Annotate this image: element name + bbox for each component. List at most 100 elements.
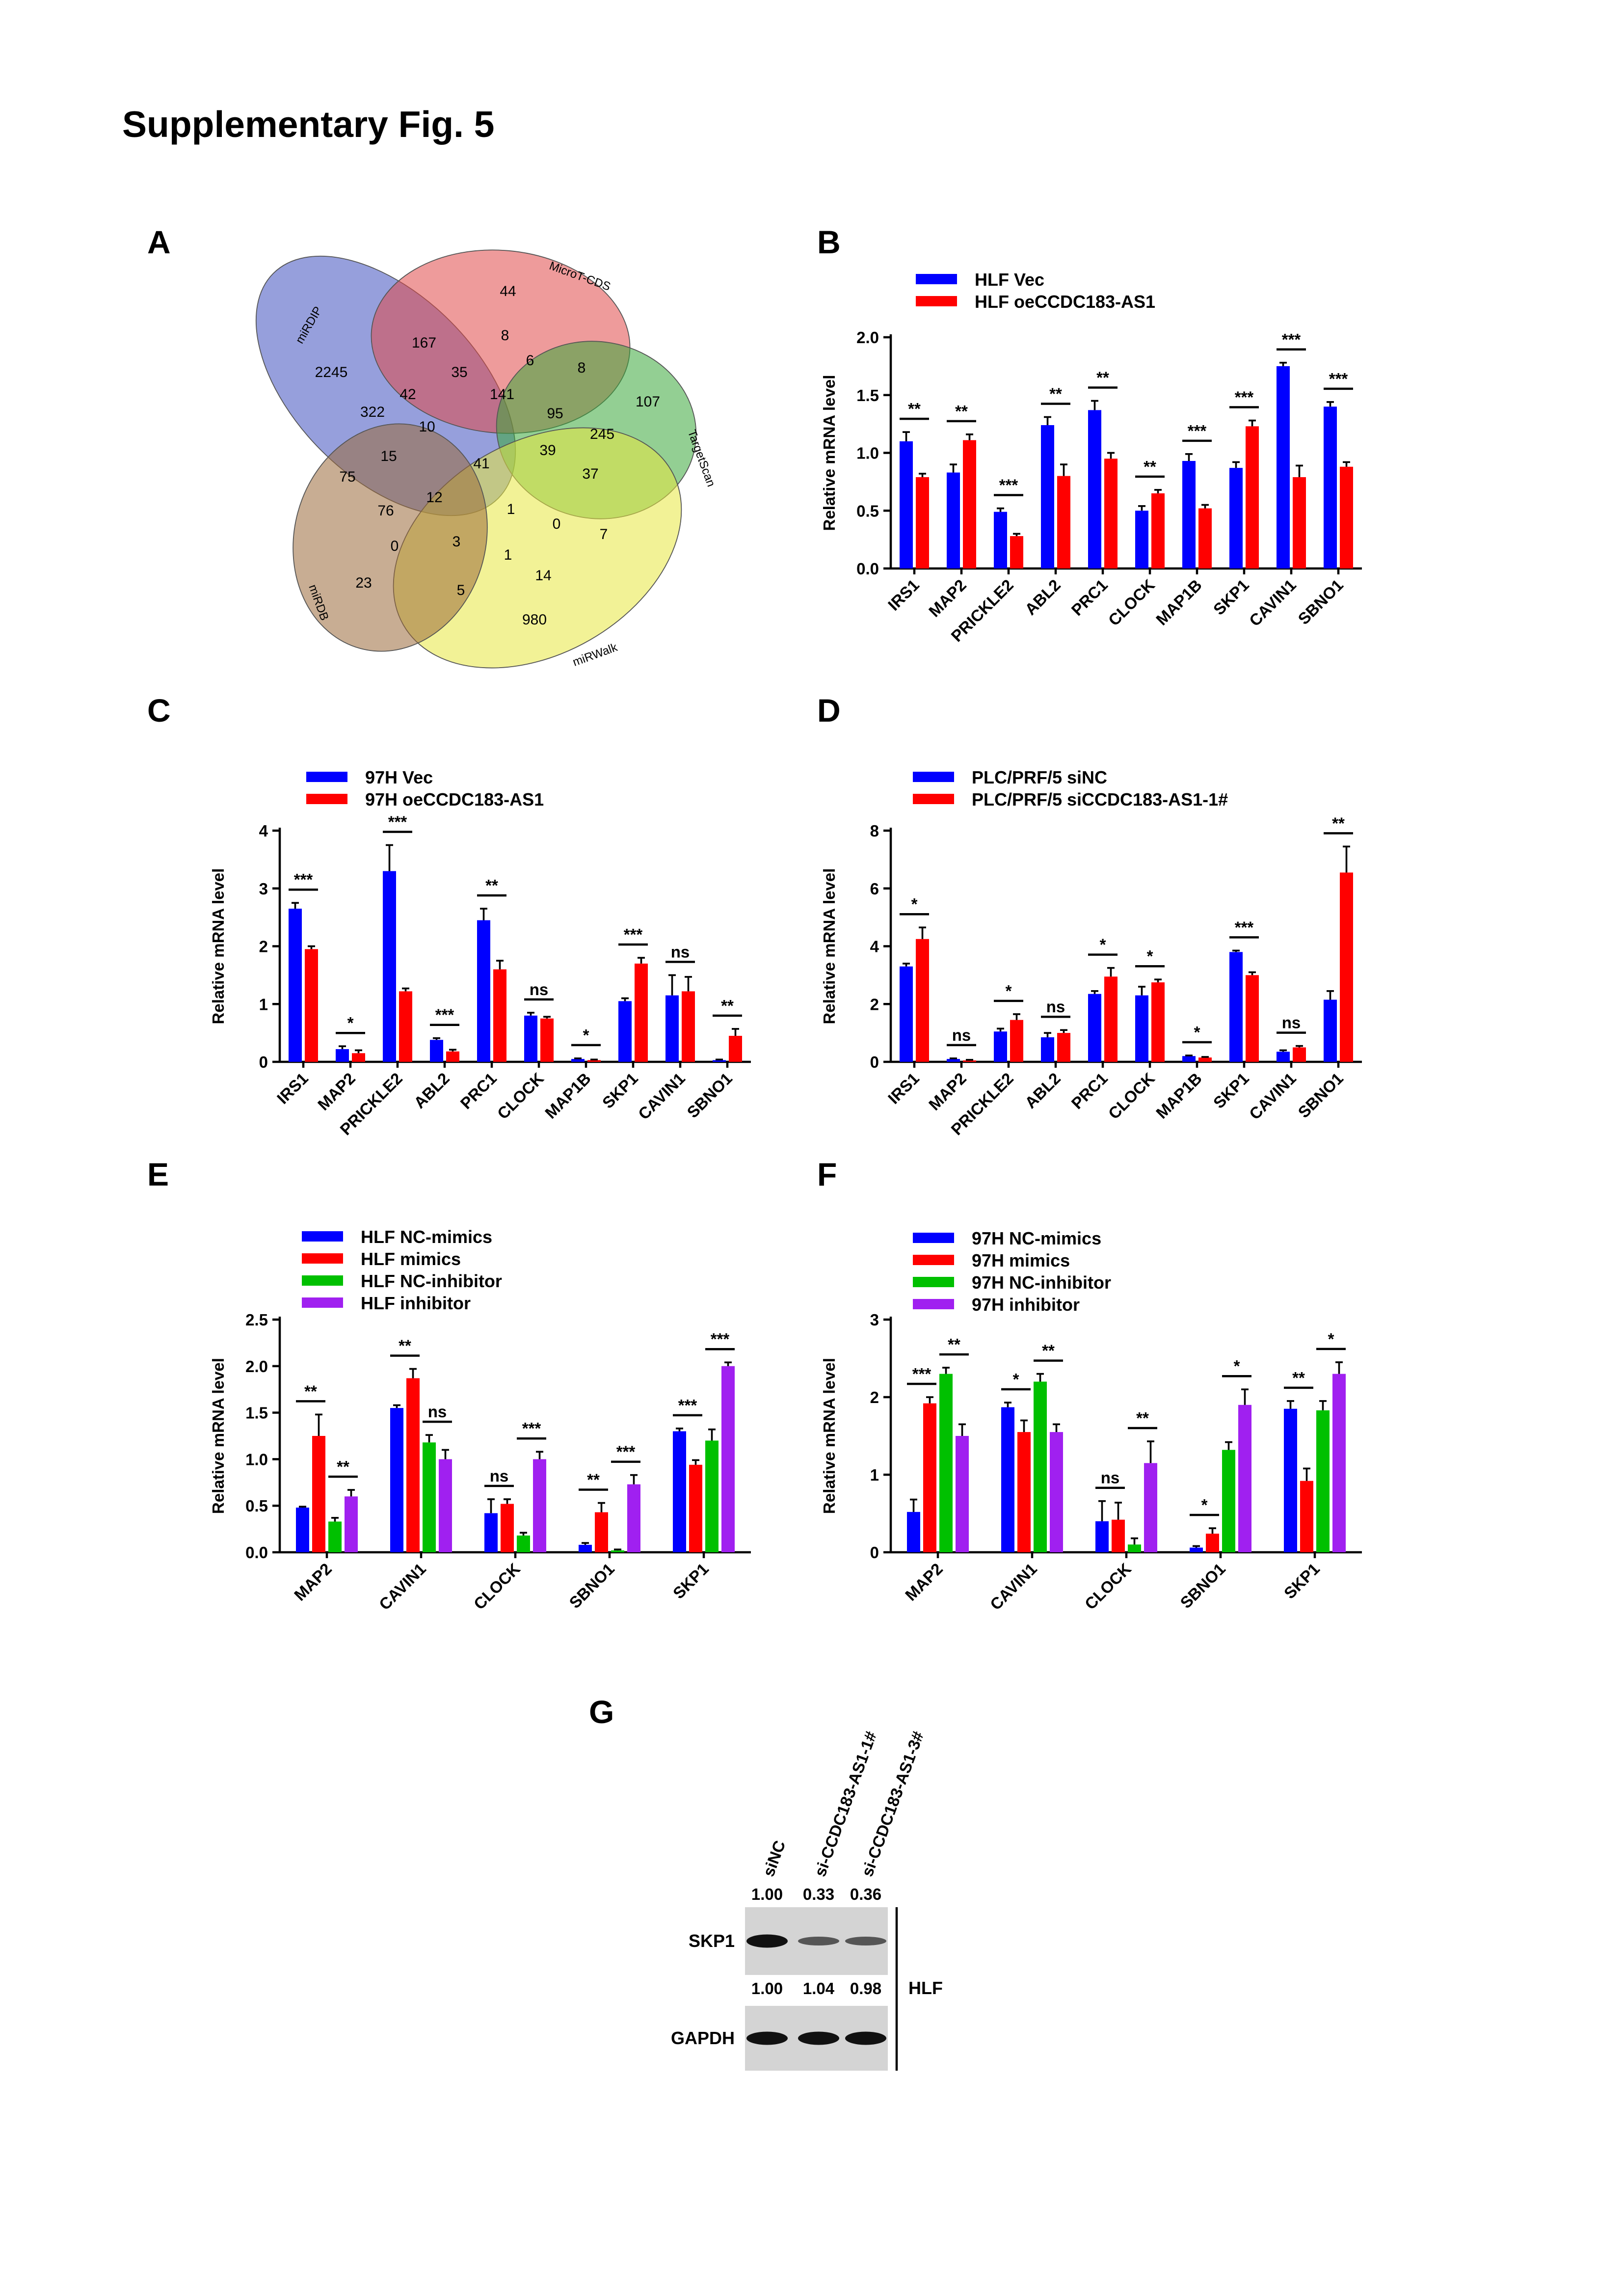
bar bbox=[900, 441, 913, 568]
legend-swatch bbox=[913, 1255, 955, 1265]
bar bbox=[1010, 536, 1024, 568]
legend-swatch bbox=[913, 772, 955, 782]
venn-count: 107 bbox=[636, 394, 660, 410]
significance-label: ** bbox=[908, 400, 921, 418]
legend-swatch bbox=[302, 1297, 344, 1308]
bar bbox=[907, 1512, 921, 1552]
significance-label: *** bbox=[616, 1443, 636, 1461]
significance-label: *** bbox=[388, 812, 407, 831]
bar bbox=[571, 1059, 585, 1062]
venn-count: 37 bbox=[582, 466, 598, 482]
bar bbox=[1182, 1056, 1196, 1062]
panel-letter: D bbox=[817, 692, 841, 729]
venn-count: 14 bbox=[535, 567, 551, 584]
y-axis-title: Relative mRNA level bbox=[209, 1358, 227, 1514]
venn-count: 41 bbox=[473, 456, 489, 472]
y-tick-label: 1 bbox=[259, 995, 268, 1013]
significance-label: ** bbox=[485, 876, 498, 894]
significance-label: ** bbox=[304, 1382, 317, 1400]
legend-label: HLF Vec bbox=[975, 270, 1044, 290]
bar bbox=[1112, 1519, 1125, 1552]
venn-count: 980 bbox=[522, 612, 547, 628]
venn-count: 1 bbox=[504, 547, 512, 563]
bar bbox=[439, 1459, 452, 1552]
y-tick-label: 4 bbox=[870, 938, 879, 956]
bar bbox=[1300, 1481, 1314, 1552]
quantification: 0.36 bbox=[850, 1885, 881, 1903]
venn-count: 8 bbox=[501, 327, 509, 344]
bar bbox=[1324, 999, 1337, 1062]
bar bbox=[713, 1060, 726, 1062]
venn-count: 10 bbox=[419, 419, 435, 435]
bar bbox=[446, 1051, 460, 1062]
legend-swatch bbox=[302, 1253, 344, 1264]
bar bbox=[1057, 476, 1071, 568]
significance-label: ns bbox=[1046, 998, 1065, 1016]
y-tick-label: 0.0 bbox=[245, 1543, 268, 1562]
bar bbox=[1050, 1432, 1064, 1552]
bar bbox=[1324, 406, 1337, 568]
bar bbox=[352, 1053, 366, 1062]
y-tick-label: 0.5 bbox=[856, 502, 879, 520]
significance-label: * bbox=[1006, 982, 1012, 1000]
venn-count: 75 bbox=[339, 469, 355, 485]
significance-label: * bbox=[583, 1026, 589, 1044]
legend-swatch bbox=[916, 274, 958, 284]
significance-label: ** bbox=[721, 997, 734, 1015]
significance-label: * bbox=[1328, 1330, 1334, 1348]
bar bbox=[1144, 1463, 1158, 1552]
bar bbox=[1104, 976, 1118, 1062]
blot-band bbox=[746, 1934, 788, 1948]
panel-letter: F bbox=[817, 1156, 837, 1192]
significance-label: * bbox=[1194, 1023, 1200, 1041]
bar bbox=[611, 1550, 625, 1552]
significance-label: ** bbox=[1096, 369, 1109, 387]
bar bbox=[1128, 1544, 1142, 1552]
cell-label: HLF bbox=[908, 1978, 943, 1998]
legend-label: HLF NC-inhibitor bbox=[361, 1271, 502, 1291]
significance-label: ** bbox=[955, 402, 968, 420]
significance-label: ns bbox=[1101, 1469, 1120, 1487]
legend-label: 97H inhibitor bbox=[972, 1295, 1080, 1315]
bar bbox=[501, 1504, 514, 1552]
significance-label: *** bbox=[1282, 330, 1301, 349]
figure-title: Supplementary Fig. 5 bbox=[122, 104, 495, 145]
bar bbox=[1057, 1033, 1071, 1062]
bar bbox=[1293, 1047, 1306, 1062]
y-tick-label: 1.5 bbox=[245, 1404, 268, 1422]
legend-label: 97H NC-mimics bbox=[972, 1228, 1101, 1248]
bar bbox=[1246, 426, 1259, 568]
bar bbox=[916, 477, 930, 568]
quantification: 1.00 bbox=[751, 1979, 783, 1998]
bar bbox=[1151, 493, 1165, 568]
significance-label: *** bbox=[1188, 422, 1207, 440]
significance-label: ns bbox=[671, 943, 690, 961]
significance-label: *** bbox=[1235, 918, 1254, 936]
significance-label: *** bbox=[711, 1330, 730, 1348]
y-tick-label: 2 bbox=[259, 938, 268, 956]
panel-letter: A bbox=[147, 224, 171, 260]
significance-label: ** bbox=[399, 1336, 411, 1354]
panel-letter: C bbox=[147, 692, 171, 729]
bar bbox=[1238, 1405, 1252, 1552]
bar bbox=[721, 1366, 735, 1552]
significance-label: ** bbox=[1292, 1369, 1305, 1387]
venn-count: 5 bbox=[457, 582, 465, 598]
bar bbox=[665, 995, 679, 1062]
bar bbox=[1088, 994, 1102, 1062]
bar bbox=[1229, 952, 1243, 1062]
significance-label: ns bbox=[428, 1403, 447, 1421]
blot-band bbox=[746, 2031, 788, 2045]
significance-label: ** bbox=[1136, 1409, 1149, 1427]
bar bbox=[336, 1049, 349, 1062]
venn-count: 1 bbox=[507, 501, 515, 517]
venn-count: 12 bbox=[426, 489, 442, 506]
blot-band bbox=[845, 2031, 887, 2045]
bar bbox=[916, 939, 930, 1062]
legend-swatch bbox=[306, 772, 348, 782]
bar bbox=[484, 1513, 498, 1552]
bar bbox=[1198, 508, 1212, 568]
venn-count: 0 bbox=[391, 538, 399, 554]
significance-label: *** bbox=[999, 476, 1018, 494]
venn-count: 8 bbox=[578, 360, 586, 376]
